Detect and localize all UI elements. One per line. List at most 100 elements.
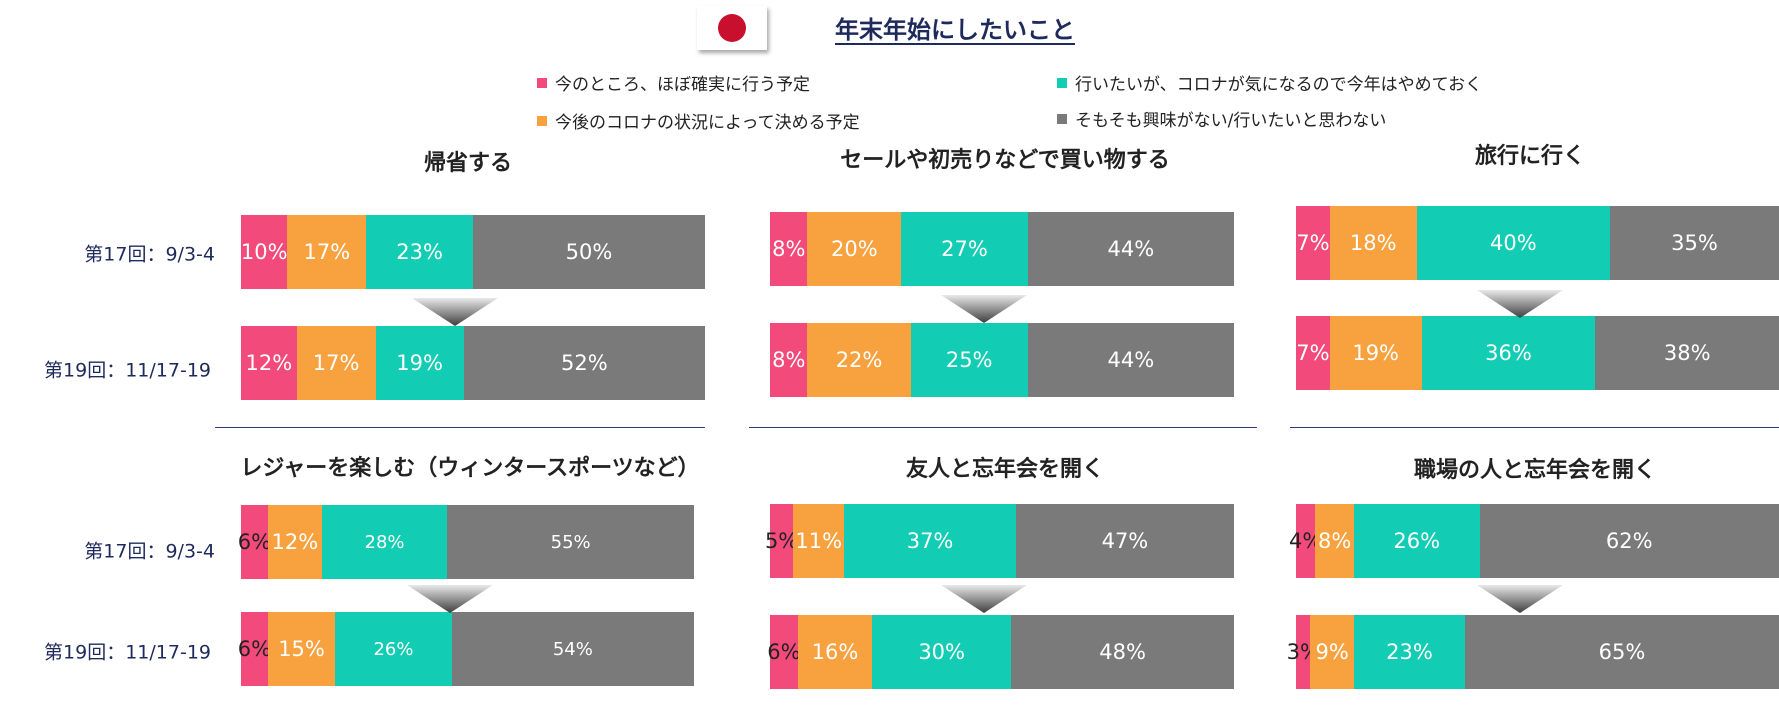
bar-segment-undecided: 15% [267, 612, 336, 686]
bar-segment-no-interest: 38% [1595, 316, 1779, 390]
data-label: 62% [1605, 529, 1653, 553]
data-label: 28% [364, 531, 405, 553]
data-label: 6% [237, 637, 272, 661]
bar-segment-undecided: 18% [1329, 206, 1417, 280]
chevron-down-icon [1476, 290, 1563, 318]
data-label: 8% [1317, 529, 1352, 553]
bar-segment-skip: 40% [1416, 206, 1610, 280]
data-label: 52% [560, 351, 608, 375]
page-title: 年末年始にしたいこと [835, 16, 1075, 44]
data-label: 30% [918, 640, 965, 664]
panel-title-shopping: セールや初売りなどで買い物する [840, 148, 1170, 173]
legend-item-no-interest: そもそも興味がない/行いたいと思わない [1057, 106, 1386, 131]
japan-flag-icon [697, 6, 767, 50]
flag-sun [718, 14, 746, 42]
chevron-down-icon [941, 295, 1027, 323]
row-label-wave17-top: 第17回：9/3-4 [84, 243, 215, 266]
legend-item-definite: 今のところ、ほぼ確実に行う予定 [537, 70, 810, 95]
data-label: 20% [831, 237, 878, 261]
data-label: 54% [552, 638, 593, 660]
data-label: 55% [550, 531, 591, 553]
stacked-bar: 8% 20% 27% 44% [770, 212, 1234, 286]
data-label: 11% [795, 529, 843, 553]
bar-segment-skip: 27% [901, 212, 1028, 286]
stacked-bar: 3% 9% 23% 65% [1287, 615, 1779, 689]
bar-segment-undecided: 11% [793, 504, 845, 578]
bar-segment-definite: 12% [241, 326, 297, 400]
panel-title-work-party: 職場の人と忘年会を開く [1413, 458, 1657, 483]
data-label: 12% [245, 351, 293, 375]
bar-segment-skip: 25% [910, 323, 1028, 397]
bar-segment-definite: 6% [237, 505, 272, 579]
bar-segment-definite: 6% [767, 615, 801, 689]
stacked-bar: 5% 11% 37% 47% [765, 504, 1234, 578]
data-label: 48% [1099, 640, 1146, 664]
data-label: 22% [835, 348, 883, 372]
stacked-bar: 10% 17% 23% 50% [241, 215, 705, 289]
stacked-bar: 6% 12% 28% 55% [237, 505, 694, 579]
legend-item-undecided: 今後のコロナの状況によって決める予定 [537, 108, 860, 133]
chevron-down-icon [941, 585, 1027, 613]
data-label: 25% [945, 348, 993, 372]
data-label: 15% [278, 637, 325, 661]
chevron-down-icon [406, 585, 493, 613]
panel-title-homecoming: 帰省する [423, 151, 513, 176]
stacked-bar: 7% 19% 36% 38% [1296, 316, 1779, 390]
data-label: 44% [1107, 237, 1155, 261]
bar-segment-no-interest: 62% [1479, 504, 1779, 578]
data-label: 7% [1296, 341, 1330, 365]
data-label: 17% [303, 240, 351, 264]
stacked-bar: 12% 17% 19% 52% [241, 326, 705, 400]
legend-label-undecided: 今後のコロナの状況によって決める予定 [555, 113, 860, 133]
panel-title-travel: 旅行に行く [1474, 144, 1586, 169]
bar-segment-undecided: 16% [797, 615, 873, 689]
data-label: 8% [772, 237, 806, 261]
data-label: 19% [1352, 341, 1400, 365]
data-label: 6% [237, 530, 272, 554]
stacked-bar: 4% 8% 26% 62% [1289, 504, 1779, 578]
legend-label-no-interest: そもそも興味がない/行いたいと思わない [1075, 111, 1387, 131]
bar-segment-skip: 19% [375, 326, 464, 400]
bar-segment-undecided: 19% [1329, 316, 1422, 390]
bar-segment-definite: 5% [765, 504, 798, 578]
data-label: 18% [1349, 231, 1397, 255]
bar-segment-no-interest: 44% [1027, 212, 1234, 286]
bar-segment-definite: 8% [770, 323, 808, 397]
bar-segment-definite: 7% [1296, 206, 1330, 280]
bar-segment-no-interest: 44% [1027, 323, 1234, 397]
data-label: 23% [1386, 640, 1433, 664]
data-label: 47% [1101, 529, 1149, 553]
bar-segment-undecided: 9% [1310, 615, 1354, 689]
legend-swatch-no-interest [1057, 113, 1067, 124]
bar-segment-skip: 37% [844, 504, 1016, 578]
data-label: 37% [906, 529, 954, 553]
bar-segment-no-interest: 54% [451, 612, 694, 686]
bar-segment-undecided: 8% [1315, 504, 1354, 578]
divider-right [1290, 427, 1779, 428]
bar-segment-definite: 7% [1296, 316, 1330, 390]
divider-center [749, 427, 1257, 428]
bar-segment-skip: 36% [1421, 316, 1596, 390]
data-label: 16% [811, 640, 859, 664]
bar-segment-definite: 10% [240, 215, 288, 289]
stacked-bar: 7% 18% 40% 35% [1296, 206, 1779, 280]
bar-segment-undecided: 12% [267, 505, 322, 579]
bar-segment-undecided: 22% [807, 323, 911, 397]
bar-segment-no-interest: 48% [1011, 615, 1234, 689]
bar-segment-undecided: 17% [287, 215, 367, 289]
bar-segment-skip: 26% [335, 612, 452, 686]
chevron-down-icon [1476, 585, 1563, 613]
bar-segment-no-interest: 52% [463, 326, 705, 400]
data-label: 27% [941, 237, 988, 261]
data-label: 10% [240, 240, 288, 264]
bar-segment-definite: 6% [237, 612, 272, 686]
data-label: 38% [1663, 341, 1711, 365]
panel-title-leisure: レジャーを楽しむ（ウィンタースポーツなど） [240, 456, 700, 481]
bar-segment-no-interest: 55% [447, 505, 694, 579]
data-label: 12% [271, 530, 319, 554]
row-label-wave17-bottom: 第17回：9/3-4 [84, 540, 215, 563]
bar-segment-definite: 8% [770, 212, 808, 286]
data-label: 26% [373, 638, 414, 660]
stacked-bar: 6% 16% 30% 48% [767, 615, 1234, 689]
bar-segment-no-interest: 65% [1465, 615, 1779, 689]
